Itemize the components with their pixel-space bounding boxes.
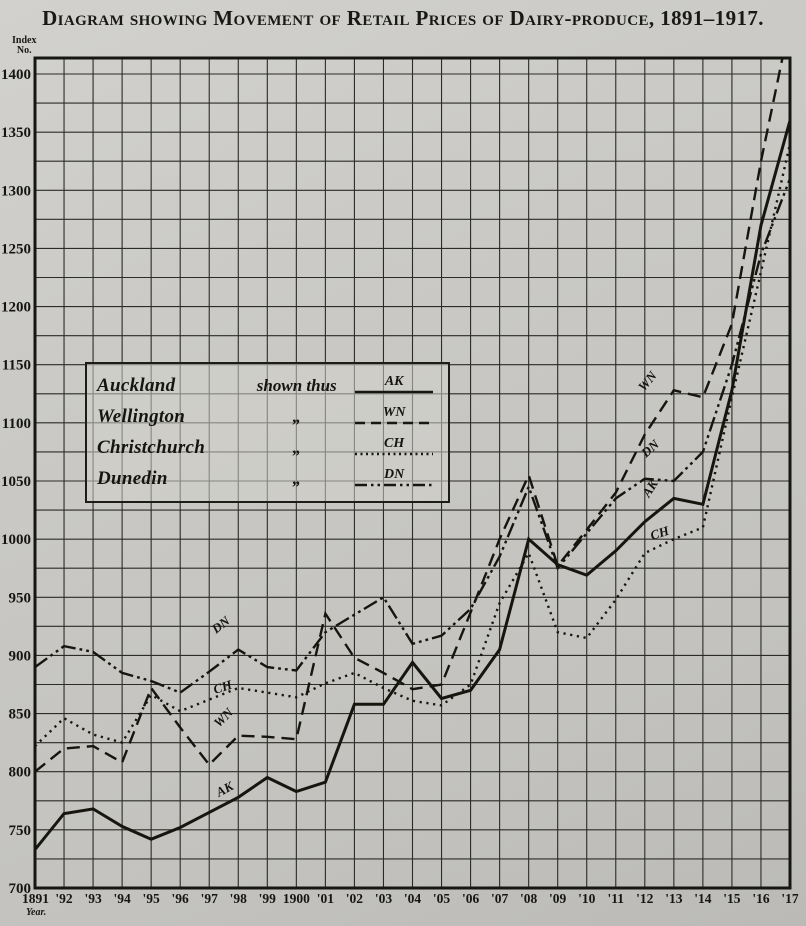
x-axis-unit-label: Year.	[26, 907, 47, 918]
x-tick-label: '10	[578, 891, 596, 906]
x-tick-label: '92	[55, 891, 73, 906]
x-axis-tick-labels: 1891 '92 '93 '94 '95 '96 '97 '98 '99 1900 '01 '02 '0…	[22, 891, 799, 906]
x-tick-label: '96	[172, 891, 190, 906]
y-tick-label: 800	[9, 765, 32, 781]
y-tick-label: 1100	[2, 416, 31, 432]
diagram-title: Diagram showing Movement of Retail Price…	[42, 6, 764, 30]
legend-shown-text: shown thus	[256, 375, 337, 395]
y-axis-unit-line1: Index	[12, 35, 37, 46]
legend-city-name: Wellington	[97, 405, 186, 427]
y-tick-label: 950	[9, 590, 32, 606]
curve-label-ch: CH	[211, 677, 234, 697]
y-tick-label: 1400	[1, 67, 31, 83]
solid-line-icon	[355, 390, 434, 394]
x-tick-label: '13	[665, 891, 683, 906]
legend-line-sample-wn: WN	[350, 406, 438, 427]
curve-label-ch: CH	[648, 523, 671, 543]
y-tick-label: 1350	[1, 125, 31, 141]
y-tick-label: 1300	[1, 183, 31, 199]
legend-city-name: Auckland	[97, 374, 176, 396]
legend-row-dunedin: Dunedin „ DN	[97, 463, 438, 494]
x-tick-label: '06	[462, 891, 480, 906]
y-tick-label: 900	[9, 648, 32, 664]
dash-dot-line-icon	[355, 483, 434, 487]
x-tick-label: '03	[375, 891, 393, 906]
y-tick-label: 1050	[1, 474, 31, 490]
legend-row-christchurch: Christchurch „ CH	[97, 432, 438, 463]
plot-frame	[33, 56, 792, 890]
y-axis-unit-line2: No.	[16, 45, 32, 56]
x-tick-label: 1891	[22, 891, 49, 906]
x-tick-label: '08	[520, 891, 538, 906]
x-tick-label: '17	[781, 891, 799, 906]
x-tick-label: '93	[84, 891, 102, 906]
legend-series-code: CH	[384, 436, 405, 451]
legend-series-code: DN	[384, 467, 405, 482]
legend-series-code: AK	[384, 374, 404, 389]
x-tick-label: '97	[201, 891, 219, 906]
x-tick-label: '15	[723, 891, 741, 906]
x-tick-label: '01	[317, 891, 335, 906]
legend-series-code: WN	[382, 405, 406, 420]
dashed-line-icon	[355, 421, 434, 425]
x-tick-label: 1900	[283, 891, 310, 906]
series-line-ch	[35, 143, 790, 747]
x-tick-label: '94	[113, 891, 131, 906]
curve-label-ak: AK	[212, 778, 236, 800]
series-line-dn	[35, 178, 790, 694]
y-tick-label: 1250	[1, 241, 31, 257]
legend-ditto-mark: „	[292, 468, 301, 488]
x-tick-label: '95	[143, 891, 161, 906]
series-line-wn	[35, 58, 784, 773]
x-tick-label: '09	[549, 891, 567, 906]
legend-city-name: Dunedin	[97, 467, 168, 489]
x-tick-label: '14	[694, 891, 712, 906]
curve-label-wn: WN	[211, 704, 237, 730]
legend-row-wellington: Wellington „ WN	[97, 401, 438, 432]
y-tick-label: 1000	[1, 532, 31, 548]
curve-label-wn: WN	[635, 368, 660, 394]
legend-city-name: Christchurch	[97, 436, 206, 458]
x-tick-label: '12	[636, 891, 654, 906]
legend-line-sample-ch: CH	[350, 437, 438, 458]
legend-box: Auckland shown thus AK Wellington „ WN C…	[85, 362, 450, 503]
y-tick-label: 1200	[1, 300, 31, 316]
legend-line-sample-dn: DN	[350, 468, 438, 489]
y-tick-label: 1150	[2, 358, 31, 374]
y-axis-tick-labels: 700 750 800 850 900 950 1000 1050 1100 1150 1200 12…	[1, 67, 31, 897]
legend-line-sample-ak: AK	[350, 375, 438, 396]
grid-lines	[34, 58, 791, 889]
y-axis-unit-label: Index No.	[12, 36, 36, 56]
x-tick-label: '02	[346, 891, 364, 906]
legend-ditto-mark: „	[292, 406, 301, 426]
x-tick-label: '04	[404, 891, 422, 906]
x-tick-label: '05	[433, 891, 451, 906]
x-tick-label: '98	[230, 891, 248, 906]
x-tick-label: '07	[491, 891, 509, 906]
dotted-line-icon	[355, 452, 434, 456]
x-tick-label: '16	[752, 891, 770, 906]
x-tick-label: '11	[608, 891, 625, 906]
y-tick-label: 700	[9, 881, 32, 897]
y-tick-label: 850	[9, 707, 32, 723]
legend-row-auckland: Auckland shown thus AK	[97, 370, 438, 401]
x-tick-label: '99	[259, 891, 277, 906]
series-line-ak	[35, 120, 790, 851]
y-tick-label: 750	[9, 823, 32, 839]
curve-label-dn: DN	[208, 613, 233, 637]
legend-ditto-mark: „	[292, 437, 301, 457]
